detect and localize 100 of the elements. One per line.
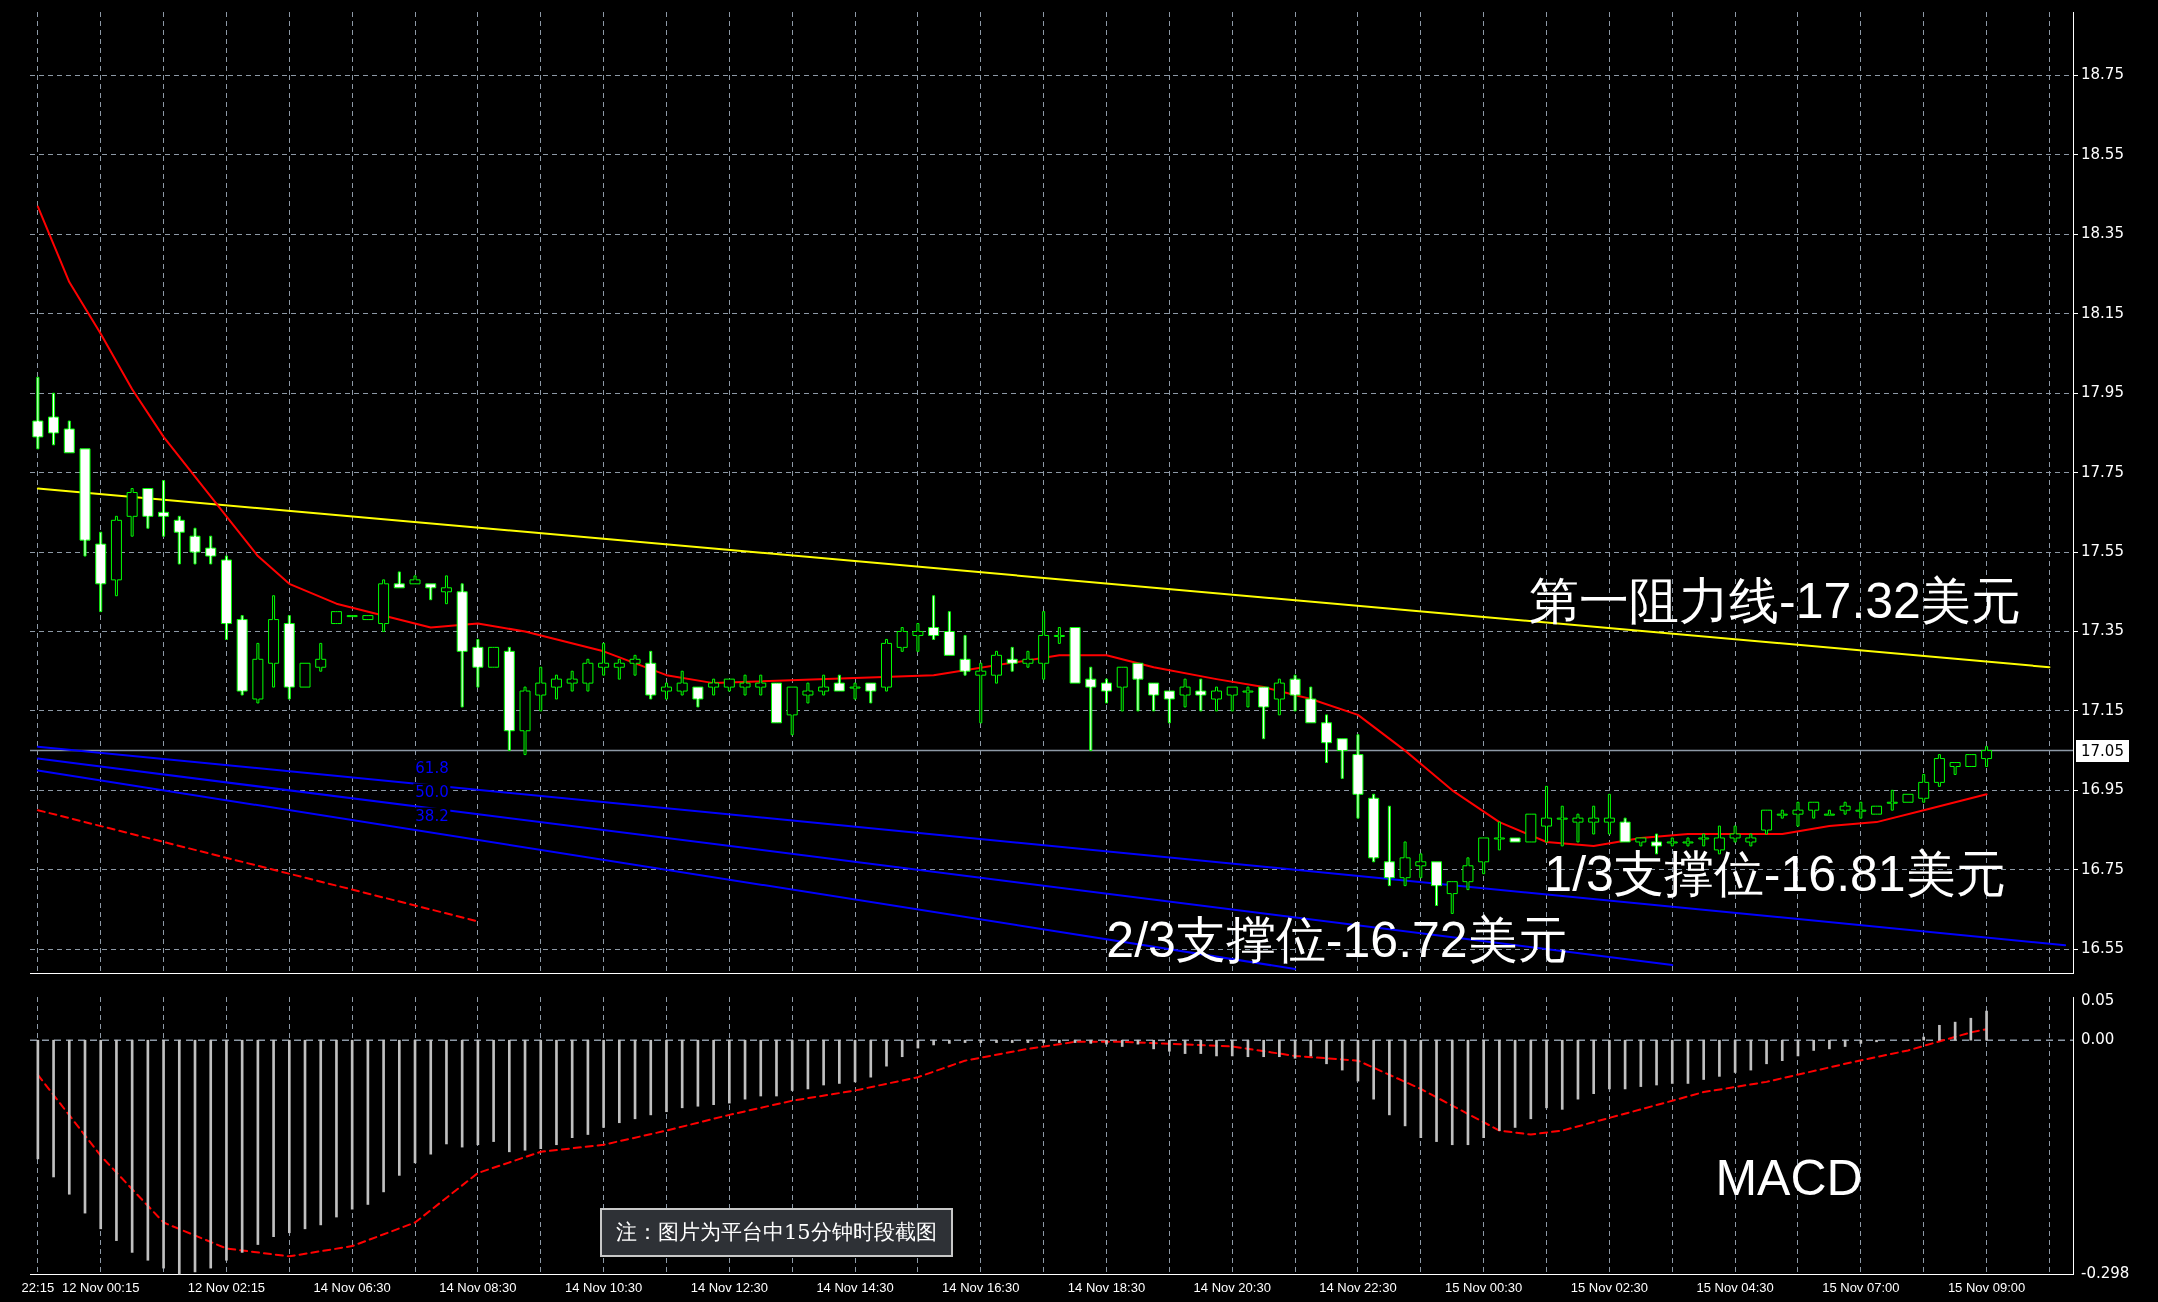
candlestick (1258, 686, 1270, 740)
bar (162, 1039, 165, 1269)
bar (1419, 1039, 1423, 1138)
candlestick (1682, 837, 1694, 847)
y-tick-label: -0.298 (2081, 1264, 2130, 1283)
candlestick (1085, 666, 1097, 752)
x-tick-label: 14 Nov 08:30 (439, 1279, 517, 1295)
candlestick (1965, 754, 1977, 767)
candlestick (456, 583, 468, 708)
x-tick-label: 15 Nov 09:00 (1947, 1279, 2026, 1295)
candlestick (566, 670, 578, 692)
candlestick (252, 642, 264, 704)
candlestick (613, 658, 625, 680)
bar (1560, 1039, 1564, 1110)
candlestick (393, 571, 405, 589)
candlestick (912, 623, 924, 652)
candlestick (95, 531, 107, 613)
candlestick (1635, 837, 1647, 847)
bar (979, 1039, 983, 1043)
candlestick (173, 515, 185, 565)
bar (1985, 1010, 1988, 1041)
bar (1812, 1039, 1816, 1051)
bar (1199, 1039, 1203, 1054)
bar (1498, 1039, 1501, 1131)
candlestick (1352, 734, 1364, 819)
candlestick (1195, 678, 1207, 712)
candlestick (472, 638, 484, 688)
bar (618, 1039, 621, 1124)
candlestick (770, 682, 782, 724)
candlestick (535, 666, 547, 712)
candlestick (1163, 690, 1175, 724)
candlestick (1148, 682, 1160, 712)
candlestick (1211, 686, 1223, 712)
candlestick (1745, 833, 1757, 847)
candlestick (1446, 881, 1458, 914)
candlestick (409, 575, 421, 585)
candlestick (346, 615, 358, 618)
bar (382, 1039, 385, 1193)
candlestick (849, 682, 861, 700)
bar (649, 1039, 653, 1116)
bar (1765, 1039, 1768, 1065)
candlestick (1949, 762, 1961, 775)
x-tick-label: 15 Nov 00:30 (1445, 1279, 1523, 1295)
bar (1608, 1039, 1611, 1090)
bar (1105, 1039, 1108, 1045)
candlestick (928, 595, 940, 640)
candlestick (1792, 801, 1804, 827)
bar (319, 1039, 323, 1226)
bar (1042, 1039, 1045, 1043)
y-tick-label: 16.55 (2081, 939, 2124, 958)
candlestick (1761, 809, 1773, 835)
candlestick (1132, 662, 1144, 712)
bar (1215, 1039, 1218, 1057)
candlestick (975, 662, 987, 724)
ref-line-label: 17.05 (2076, 739, 2129, 762)
candlestick (1053, 627, 1065, 644)
y-tick-label: 18.55 (2081, 144, 2124, 163)
x-tick-label: 12 Nov 02:15 (187, 1279, 266, 1295)
bar (1655, 1039, 1658, 1086)
candlestick (1933, 754, 1945, 787)
candlestick (1415, 853, 1427, 879)
bar (1875, 1039, 1878, 1043)
bar (287, 1039, 291, 1234)
annotation: 61.8 (413, 758, 451, 777)
y-tick-label: 17.55 (2081, 541, 2124, 560)
bar (838, 1039, 841, 1084)
annotation: 1/3支撑位-16.81美元 (1544, 846, 2006, 902)
bar (1482, 1039, 1485, 1138)
bar (570, 1039, 574, 1138)
candlestick (63, 420, 75, 454)
bar (680, 1039, 684, 1109)
candlestick (1321, 714, 1333, 764)
annotation: 注：图片为平台中15分钟时段截图 (600, 1208, 953, 1257)
candlestick (1839, 801, 1851, 815)
bar (1670, 1039, 1674, 1084)
candlestick (1572, 813, 1584, 843)
candlestick (865, 682, 877, 704)
bar (900, 1039, 904, 1058)
x-tick-label: 14 Nov 12:30 (690, 1279, 769, 1295)
bar (602, 1039, 605, 1128)
candlestick (1855, 801, 1867, 819)
annotation: 38.2 (413, 806, 451, 825)
candlestick (378, 579, 390, 632)
candlestick (519, 686, 531, 756)
candlestick (283, 615, 295, 700)
bar (1010, 1039, 1014, 1043)
candlestick (1101, 678, 1112, 704)
bar (869, 1039, 873, 1078)
bar (1372, 1039, 1375, 1100)
candlestick (1242, 686, 1254, 708)
y-tick-label: 18.75 (2081, 65, 2124, 84)
candlestick (110, 515, 122, 597)
candlestick (315, 642, 327, 672)
bar (1828, 1039, 1831, 1050)
bar (99, 1039, 103, 1230)
x-tick-label: 12 Nov 00:15 (62, 1279, 140, 1295)
candlestick (1368, 793, 1380, 863)
bar (1309, 1039, 1313, 1057)
candlestick (676, 670, 688, 696)
x-tick-label: 14 Nov 18:30 (1067, 1279, 1146, 1295)
